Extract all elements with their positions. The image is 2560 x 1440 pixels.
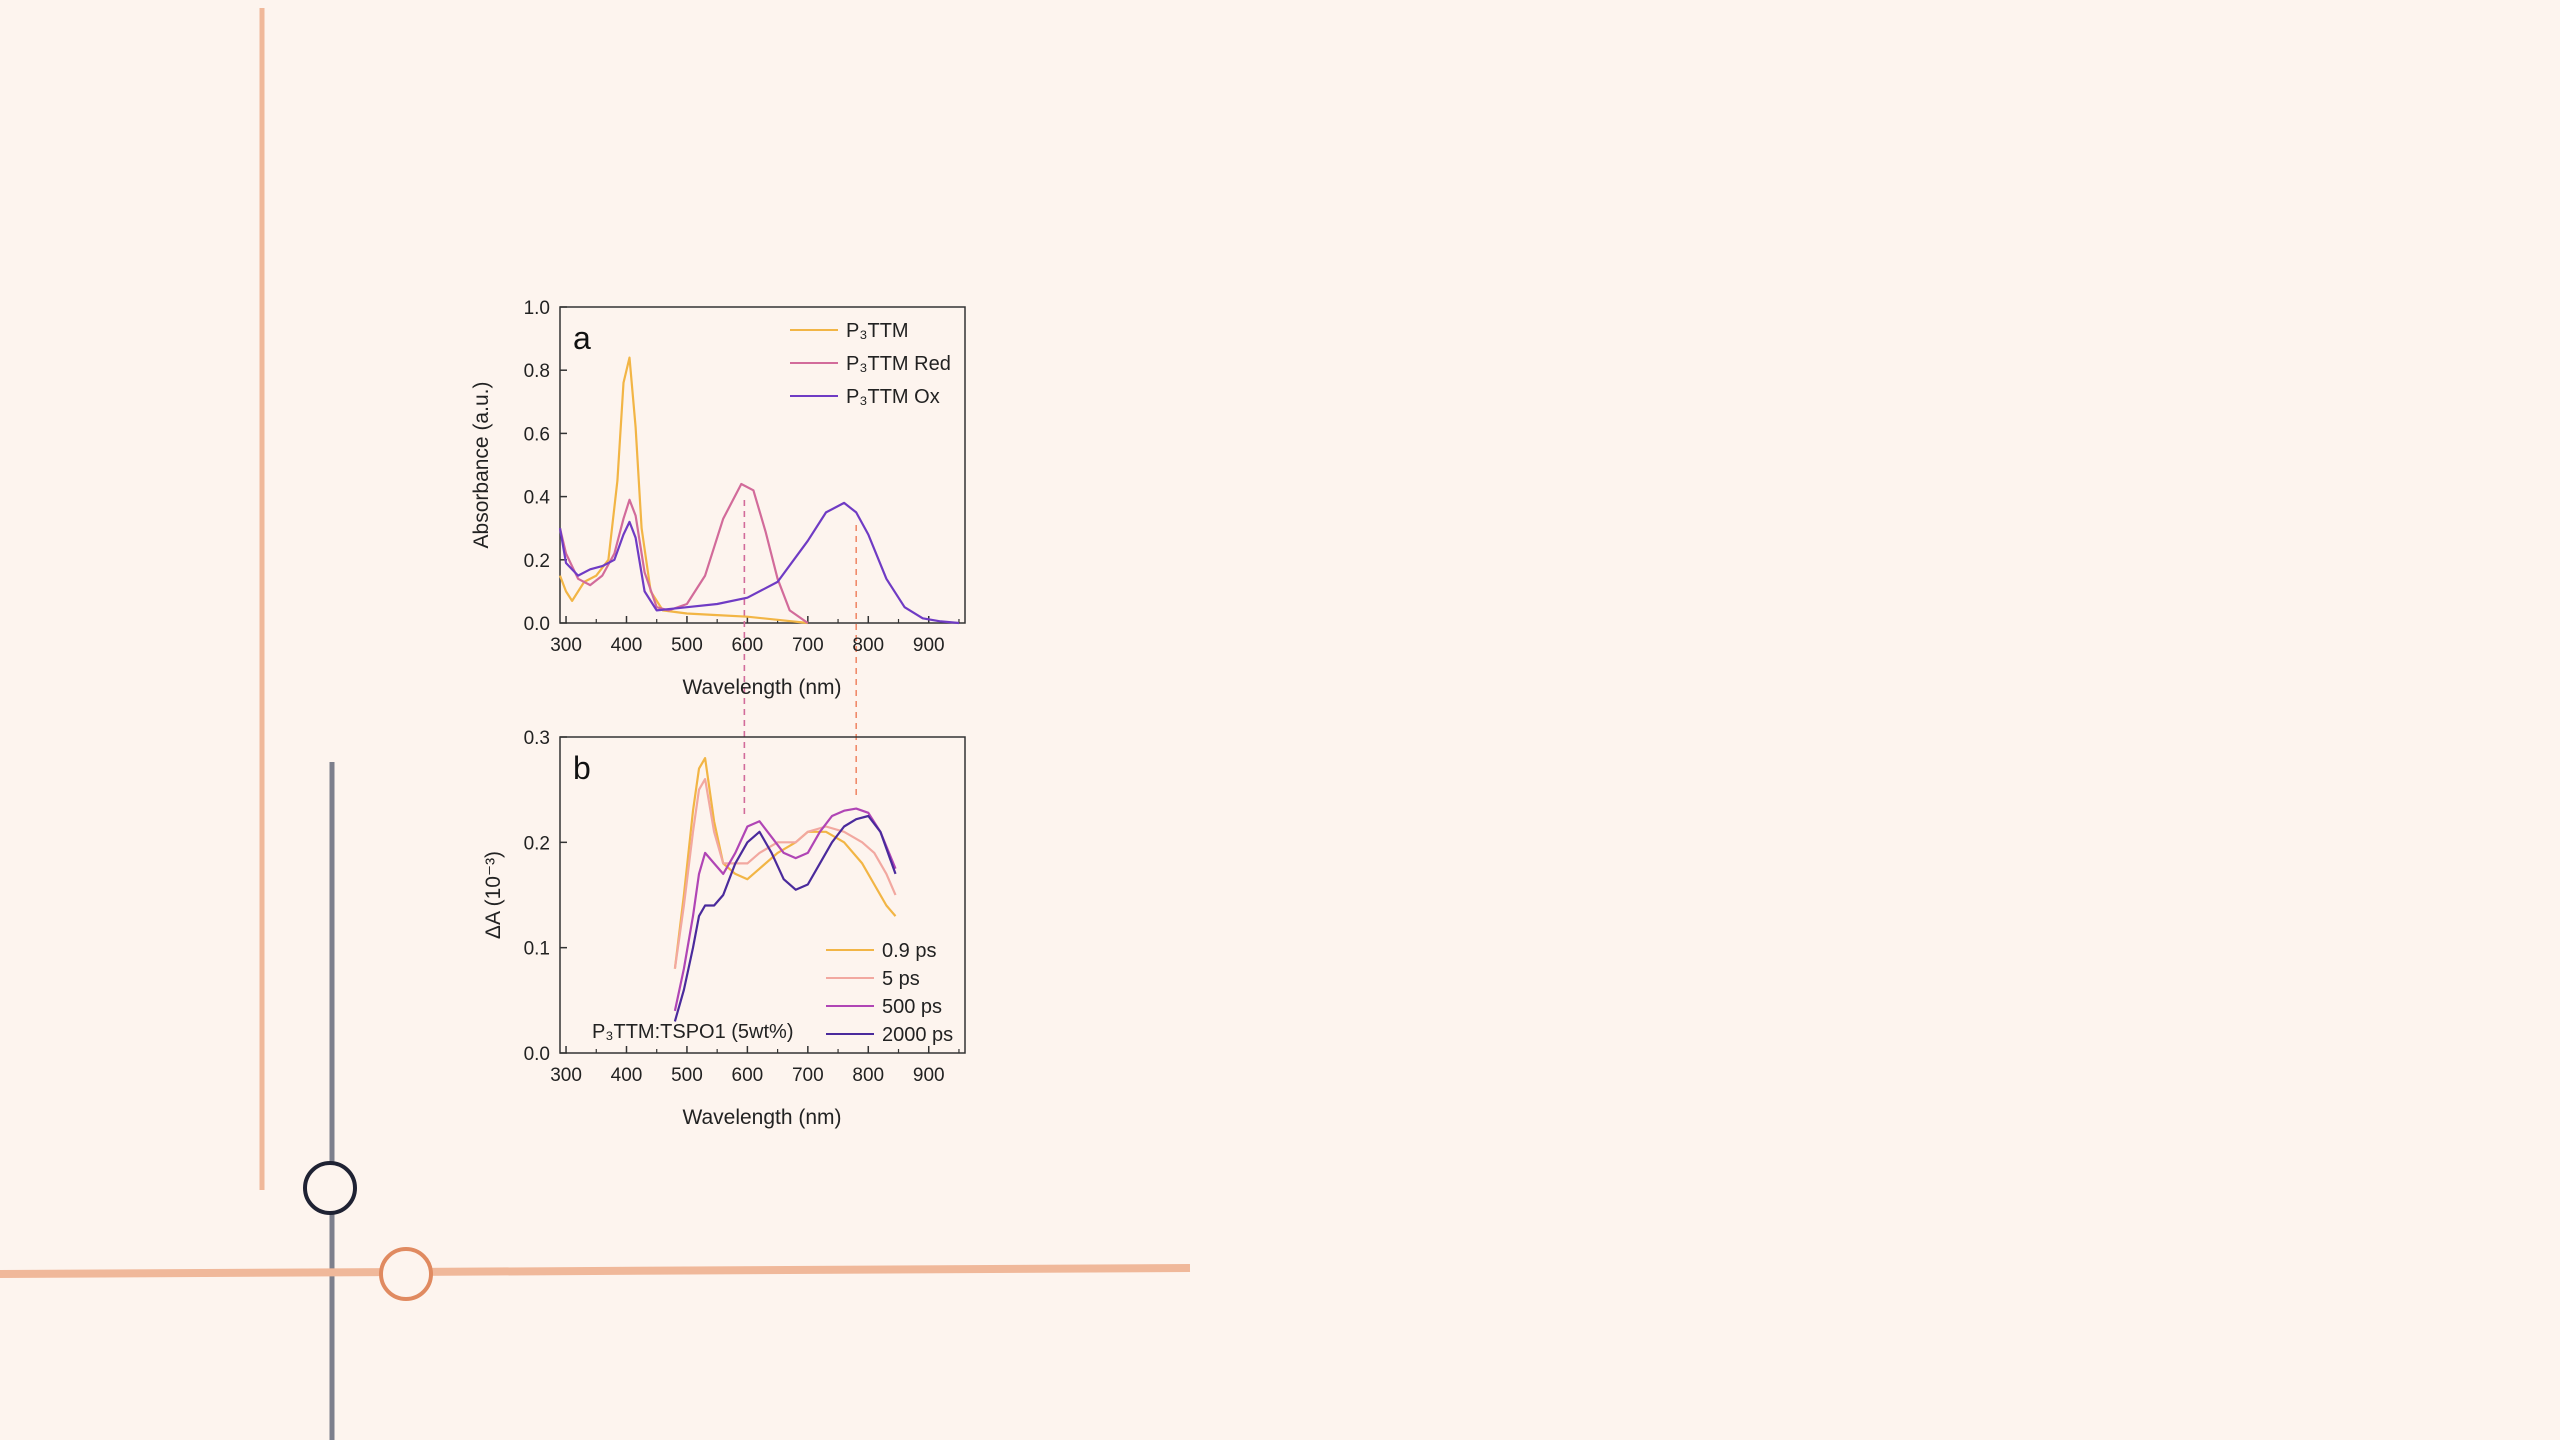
panel-b-x-tick-label: 300 xyxy=(550,1065,582,1086)
panel-b-x-tick-label: 900 xyxy=(913,1065,945,1086)
panel-b-x-tick-label: 500 xyxy=(671,1065,703,1086)
panel-a-series-line-1 xyxy=(558,482,809,624)
panel-a-y-tick-label: 0.4 xyxy=(524,488,551,509)
panel-b-y-tick-label: 0.2 xyxy=(524,833,550,854)
panel-b-y-axis-title: ΔA (10⁻³) xyxy=(482,851,505,939)
panel-b-x-tick-label: 700 xyxy=(792,1065,824,1086)
panel-a-legend-label-0: P₃TTM xyxy=(846,320,909,342)
orange-ring-marker xyxy=(379,1247,433,1301)
panel-b-y-tick-label: 0.0 xyxy=(524,1044,550,1065)
panel-a-plot-frame xyxy=(559,306,966,624)
panel-a-x-tick-label: 400 xyxy=(611,635,643,656)
navy-ring-marker xyxy=(303,1161,357,1215)
panel-a-y-tick-label: 0.8 xyxy=(524,361,550,382)
panel-a-y-tick-label: 0.6 xyxy=(524,424,550,445)
panel-a-series-line-2 xyxy=(558,501,960,625)
panel-b-series-line-0 xyxy=(673,756,897,969)
panel-a-y-tick-label: 1.0 xyxy=(524,298,550,319)
panel-b-legend-label-1: 5 ps xyxy=(882,968,920,990)
panel-b-x-tick-label: 400 xyxy=(611,1065,643,1086)
panel-b-series-line-3 xyxy=(673,814,897,1022)
panel-b-legend-label-3: 2000 ps xyxy=(882,1024,953,1046)
panel-a-x-tick-label: 900 xyxy=(913,635,945,656)
panel-a-y-tick-label: 0.2 xyxy=(524,551,550,572)
panel-b-x-axis-title: Wavelength (nm) xyxy=(682,1106,841,1129)
panel-a-x-tick-label: 300 xyxy=(550,635,582,656)
panel-a-y-axis-title: Absorbance (a.u.) xyxy=(470,382,493,549)
panel-b-legend-label-0: 0.9 ps xyxy=(882,940,936,962)
panel-b-x-tick-label: 800 xyxy=(852,1065,884,1086)
panel-a-x-axis-title: Wavelength (nm) xyxy=(682,676,841,699)
panel-b-y-tick-label: 0.3 xyxy=(524,728,550,749)
panel-a-legend-label-1: P₃TTM Red xyxy=(846,353,951,375)
panel-a-guide-lines xyxy=(743,500,857,815)
panel-a-legend: P₃TTM P₃TTM Red P₃TTM Ox xyxy=(790,320,951,408)
panel-a-x-tick-label: 700 xyxy=(792,635,824,656)
panel-a-legend-label-2: P₃TTM Ox xyxy=(846,386,940,408)
panel-a-letter: a xyxy=(573,320,591,356)
panel-b-legend: 0.9 ps 5 ps 500 ps 2000 ps xyxy=(826,940,953,1046)
panel-b-sample-annotation: P₃TTM:TSPO1 (5wt%) xyxy=(592,1021,794,1043)
panel-b-legend-label-2: 500 ps xyxy=(882,996,942,1018)
panel-b-letter: b xyxy=(573,750,591,786)
panel-a-series-line-0 xyxy=(558,356,808,625)
accent-horizontal-line xyxy=(0,1264,1191,1278)
panel-b-x-tick-label: 600 xyxy=(732,1065,764,1086)
panel-b-series-line-1 xyxy=(673,777,897,969)
panel-a-x-tick-label: 500 xyxy=(671,635,703,656)
panel-a-chart: 300 400 500 600 700 800 9000.00.20.40.60.81.0 … xyxy=(470,298,966,815)
panel-b-y-tick-label: 0.1 xyxy=(524,939,550,960)
panel-a-y-tick-label: 0.0 xyxy=(524,614,550,635)
panel-a-x-tick-label: 600 xyxy=(732,635,764,656)
panel-b-plot-frame xyxy=(559,736,966,1054)
panel-b-series-line-2 xyxy=(673,807,897,1012)
panel-a-x-tick-label: 800 xyxy=(852,635,884,656)
panel-b-chart: 300 400 500 600 700 800 900 0.0 0.1 0.2 0.3 b Wave… xyxy=(482,728,966,1129)
